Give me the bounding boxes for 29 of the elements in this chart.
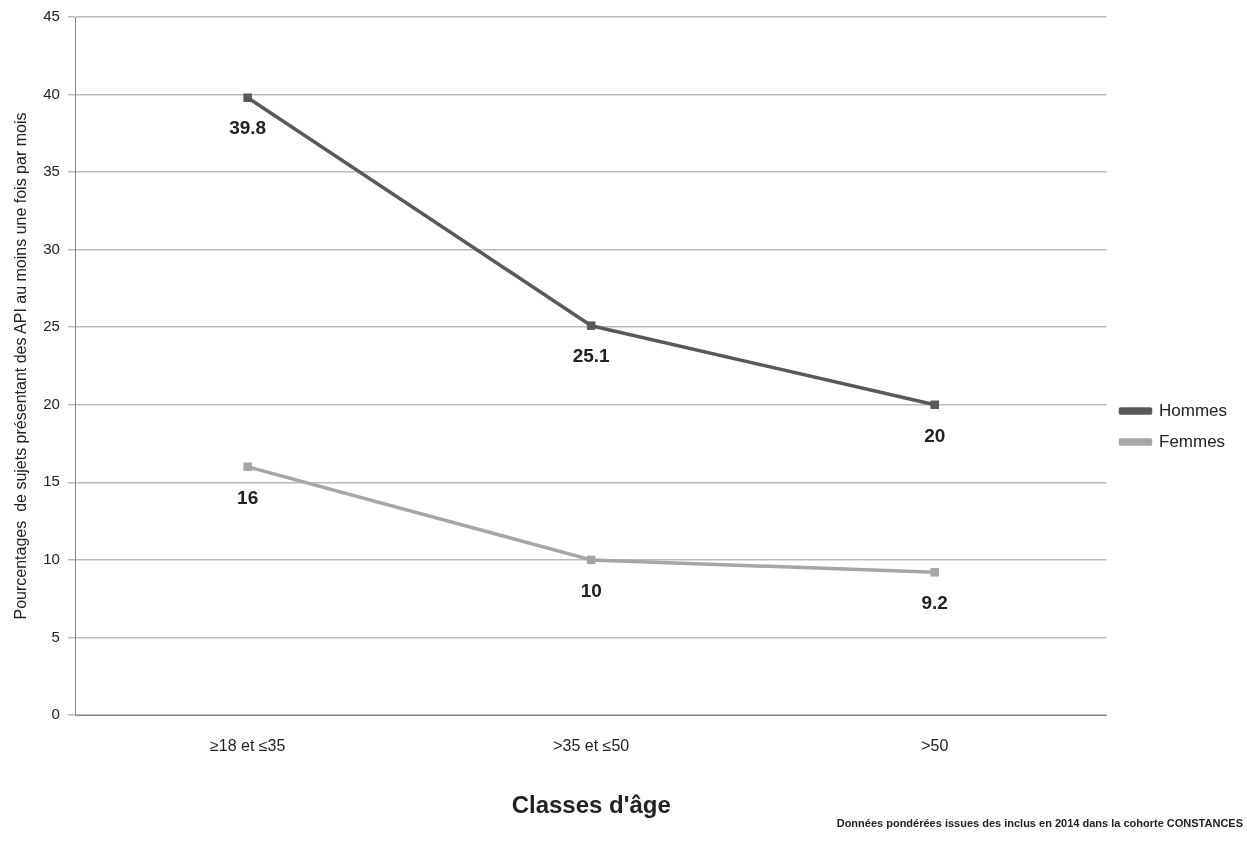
y-tick-label: 40 — [43, 84, 60, 102]
y-tick-label: 10 — [43, 550, 60, 568]
data-label: 16 — [237, 486, 259, 508]
x-axis-title: Classes d'âge — [511, 791, 671, 819]
legend-label: Hommes — [1158, 400, 1228, 420]
legend-label: Femmes — [1158, 431, 1226, 451]
y-tick-label: 5 — [51, 627, 60, 645]
x-tick-label: >50 — [921, 737, 949, 755]
point — [930, 568, 939, 577]
data-label: 10 — [580, 579, 602, 601]
point — [243, 93, 252, 102]
y-tick-label: 25 — [43, 317, 60, 335]
point — [586, 321, 596, 330]
point — [243, 462, 252, 472]
data-label: 25.1 — [572, 345, 611, 367]
data-label: 9.2 — [921, 592, 948, 614]
x-tick-label: ≥18 et ≤35 — [209, 737, 286, 755]
y-tick-label: 35 — [43, 162, 60, 180]
y-tick-label: 15 — [43, 472, 60, 490]
x-tick-label: >35 et ≤50 — [553, 737, 630, 755]
y-tick-label: 0 — [51, 705, 60, 723]
point — [930, 400, 939, 410]
y-tick-label: 30 — [43, 239, 60, 257]
y-tick-label: 20 — [43, 394, 60, 412]
data-label: 39.8 — [229, 117, 267, 139]
y-axis-title: Pourcentages de sujets présentant des API au moins une fois par mois — [12, 112, 30, 620]
data-label: 20 — [924, 424, 946, 446]
y-tick-label: 45 — [43, 7, 60, 25]
text: Données pondérées issues des inclus en 2014 dans la cohorte CONSTANCES — [836, 816, 1243, 829]
